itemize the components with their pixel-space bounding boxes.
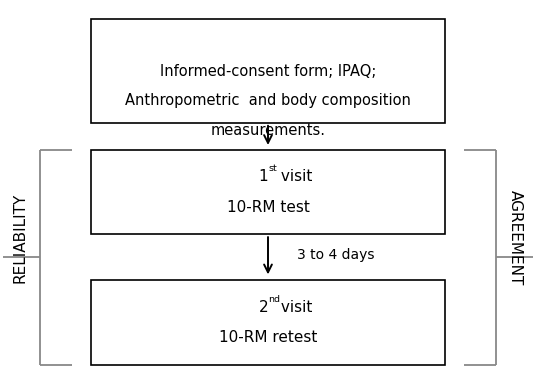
Text: 10-RM test: 10-RM test bbox=[227, 200, 309, 215]
FancyBboxPatch shape bbox=[91, 150, 445, 234]
Text: 3 to 4 days: 3 to 4 days bbox=[297, 248, 375, 262]
Text: RELIABILITY: RELIABILITY bbox=[13, 193, 28, 283]
Text: st: st bbox=[268, 164, 277, 174]
Text: 1: 1 bbox=[258, 169, 268, 184]
Text: Informed-consent form; IPAQ;: Informed-consent form; IPAQ; bbox=[160, 63, 376, 79]
Text: visit: visit bbox=[276, 169, 312, 184]
FancyBboxPatch shape bbox=[91, 19, 445, 123]
FancyBboxPatch shape bbox=[91, 280, 445, 365]
Text: AGREEMENT: AGREEMENT bbox=[508, 190, 523, 286]
Text: 10-RM retest: 10-RM retest bbox=[219, 330, 317, 346]
Text: measurements.: measurements. bbox=[211, 123, 325, 139]
Text: 2: 2 bbox=[258, 300, 268, 315]
Text: nd: nd bbox=[268, 295, 280, 304]
Text: Anthropometric  and body composition: Anthropometric and body composition bbox=[125, 93, 411, 109]
Text: visit: visit bbox=[276, 300, 312, 315]
